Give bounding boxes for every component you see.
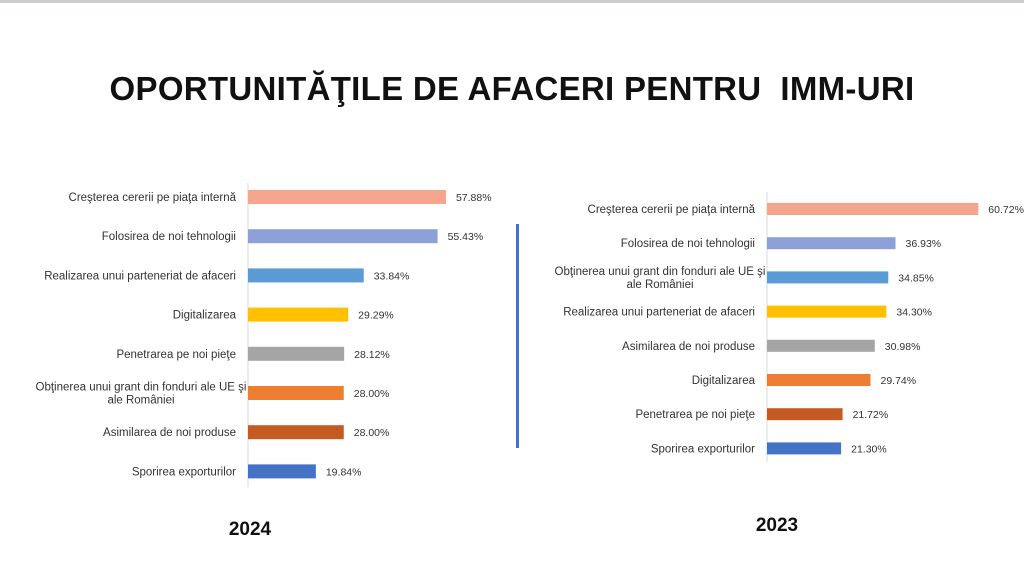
category-label-2024-2: Folosirea de noi tehnologii	[102, 231, 236, 243]
category-label-2023-5: Asimilarea de noi produse	[622, 341, 755, 353]
category-label-line: Digitalizarea	[173, 310, 237, 322]
bar-2023-2	[767, 237, 896, 250]
category-label-2023-1: Creşterea cererii pe piaţa internă	[588, 204, 756, 216]
bar-2024-6	[248, 386, 344, 400]
value-label-2023-3: 34.85%	[898, 272, 934, 284]
bar-2023-1	[767, 203, 979, 215]
bar-2024-8	[248, 464, 316, 479]
category-label-line: Folosirea de noi tehnologii	[102, 231, 236, 243]
chart-2023: 60.72% Creşterea cererii pe piaţa internă…	[516, 192, 1024, 536]
value-label-2024-1: 57.88%	[456, 192, 492, 204]
bar-2023-3	[767, 271, 889, 284]
category-label-line: Penetrarea pe noi pieţe	[635, 409, 755, 421]
bar-2024-3	[248, 268, 364, 283]
category-label-line: Obţinerea unui grant din fonduri ale UE …	[555, 266, 766, 278]
category-label-2024-4: Digitalizarea	[173, 310, 237, 322]
category-label-2024-8: Sporirea exporturilor	[132, 466, 236, 478]
value-label-2024-4: 29.29%	[358, 310, 394, 322]
bar-2024-4	[248, 307, 349, 322]
category-label-2024-6: Obţinerea unui grant din fonduri ale UE …	[36, 382, 247, 407]
category-label-line: Sporirea exporturilor	[132, 466, 236, 478]
bar-2024-7	[248, 425, 344, 440]
category-label-2023-6: Digitalizarea	[692, 375, 756, 387]
chart-2023-bars: 60.72% Creşterea cererii pe piaţa internă…	[555, 203, 1024, 455]
category-label-line: Asimilarea de noi produse	[103, 427, 236, 439]
category-label-2023-3: Obţinerea unui grant din fonduri ale UE …	[555, 266, 766, 291]
value-label-2024-3: 33.84%	[374, 270, 410, 282]
value-label-2023-5: 30.98%	[885, 341, 921, 353]
top-divider	[0, 0, 1024, 3]
bar-2023-5	[767, 339, 875, 352]
bar-2023-8	[767, 442, 842, 455]
category-label-line: Penetrarea pe noi pieţe	[116, 349, 236, 361]
value-label-2023-4: 34.30%	[896, 307, 932, 319]
bar-2024-5	[248, 346, 345, 361]
category-label-line: Creşterea cererii pe piaţa internă	[69, 192, 237, 204]
value-label-2023-8: 21.30%	[851, 443, 887, 455]
category-label-2023-7: Penetrarea pe noi pieţe	[635, 409, 755, 421]
chart-2024: 57.88% Creşterea cererii pe piaţa internă…	[36, 183, 492, 540]
value-label-2024-7: 28.00%	[354, 427, 390, 439]
value-label-2023-6: 29.74%	[880, 375, 916, 387]
category-label-2023-4: Realizarea unui parteneriat de afaceri	[563, 307, 755, 319]
value-label-2024-6: 28.00%	[354, 388, 390, 400]
category-label-line: Asimilarea de noi produse	[622, 341, 755, 353]
category-label-2024-1: Creşterea cererii pe piaţa internă	[69, 192, 237, 204]
chart-2023-separator-line	[516, 224, 519, 448]
category-label-line: Realizarea unui parteneriat de afaceri	[44, 270, 236, 282]
value-label-2023-1: 60.72%	[988, 204, 1024, 216]
value-label-2024-5: 28.12%	[354, 349, 390, 361]
category-label-line: Creşterea cererii pe piaţa internă	[588, 204, 756, 216]
category-label-2023-2: Folosirea de noi tehnologii	[621, 238, 755, 250]
category-label-2024-5: Penetrarea pe noi pieţe	[116, 349, 236, 361]
page-title: OPORTUNITĂŢILE DE AFACERI PENTRU IMM-URI	[109, 70, 915, 107]
category-label-line: Obţinerea unui grant din fonduri ale UE …	[36, 382, 247, 394]
category-label-line: Folosirea de noi tehnologii	[621, 238, 755, 250]
category-label-2024-7: Asimilarea de noi produse	[103, 427, 236, 439]
category-label-2023-8: Sporirea exporturilor	[651, 443, 755, 455]
bar-2024-2	[248, 229, 438, 244]
category-label-line: ale României	[107, 395, 174, 407]
bar-2023-4	[767, 305, 887, 318]
category-label-line: Realizarea unui parteneriat de afaceri	[563, 307, 755, 319]
value-label-2024-2: 55.43%	[448, 231, 484, 243]
value-label-2023-7: 21.72%	[853, 409, 889, 421]
bar-2023-7	[767, 408, 843, 421]
chart-2024-year-label: 2024	[229, 519, 272, 540]
bar-2024-1	[248, 190, 446, 204]
category-label-line: Sporirea exporturilor	[651, 443, 755, 455]
value-label-2023-2: 36.93%	[906, 238, 942, 250]
category-label-line: ale României	[626, 279, 693, 291]
chart-2024-bars: 57.88% Creşterea cererii pe piaţa internă…	[36, 190, 492, 479]
value-label-2024-8: 19.84%	[326, 466, 362, 478]
bar-2023-6	[767, 374, 871, 386]
category-label-line: Digitalizarea	[692, 375, 756, 387]
category-label-2024-3: Realizarea unui parteneriat de afaceri	[44, 270, 236, 282]
chart-2023-year-label: 2023	[756, 515, 798, 536]
